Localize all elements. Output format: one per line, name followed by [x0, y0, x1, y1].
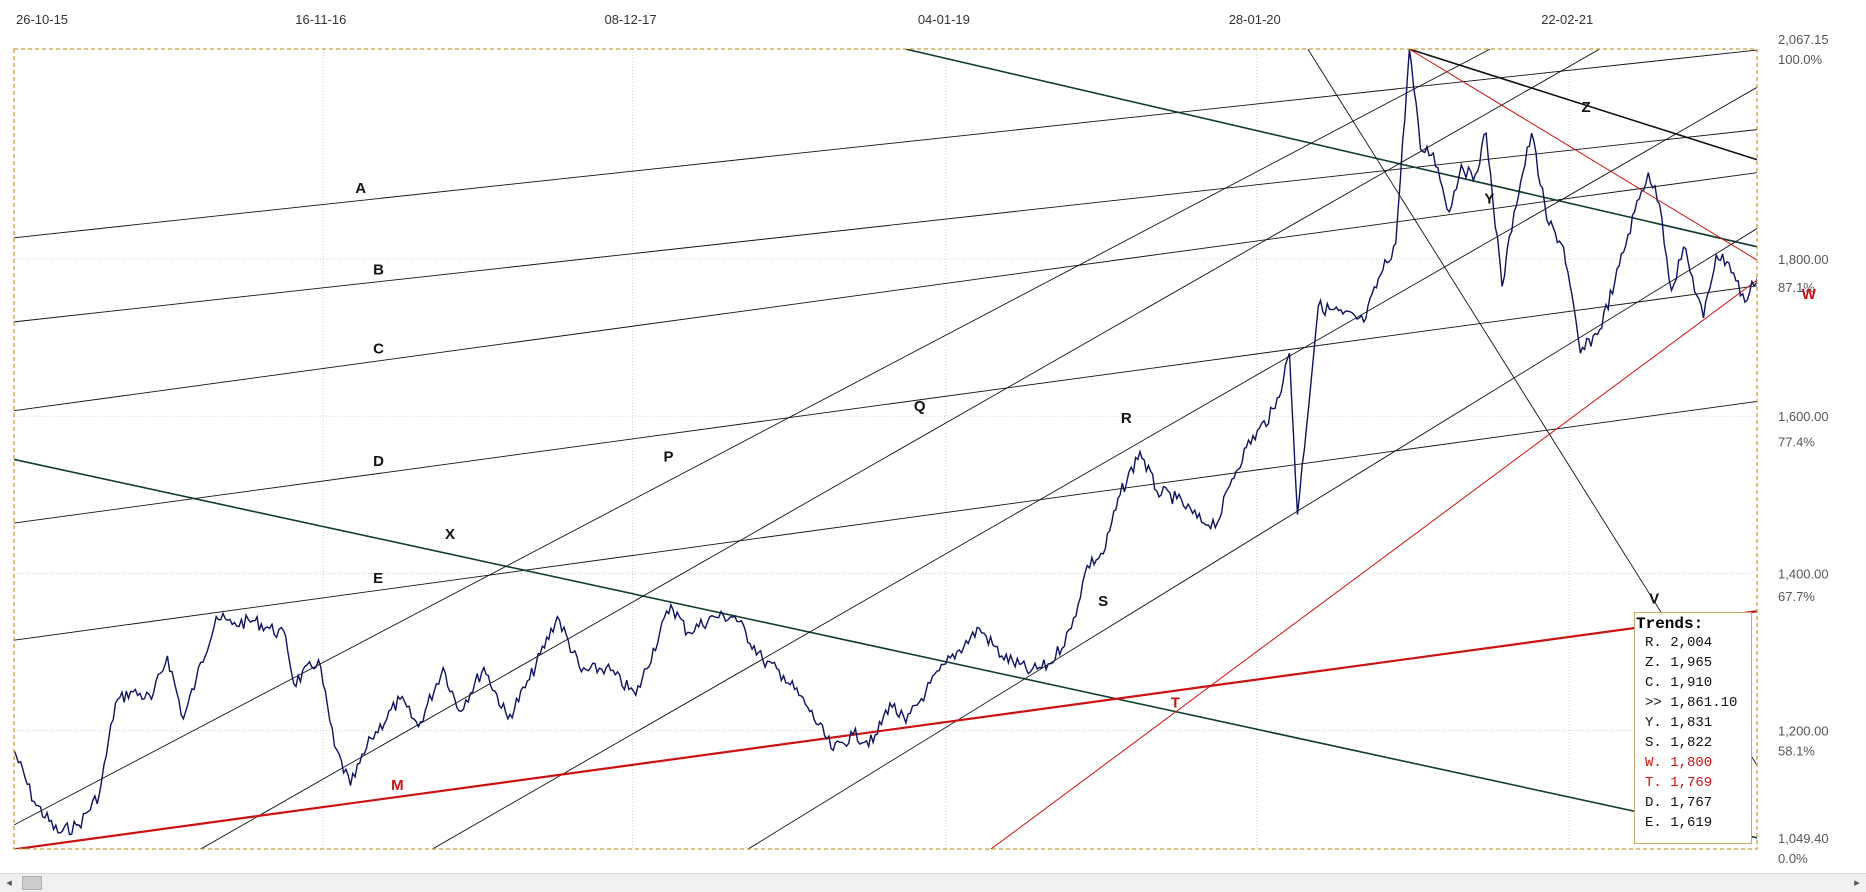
trendline-r [431, 86, 1757, 849]
trendline-labels: A B C D E X Y Z P Q R S T M W V [355, 99, 1817, 794]
trends-table: Trends: R. 2,004 Z. 1,965 C. 1,910 >> 1,861… [1634, 612, 1752, 844]
price-line [14, 49, 1757, 836]
trends-title: Trends: [1636, 615, 1704, 633]
trends-row: D. 1,767 [1645, 795, 1713, 811]
trendline-label-e: E [373, 570, 383, 587]
percent-tick-label: 0.0% [1778, 851, 1808, 866]
trendline-label-p: P [663, 449, 673, 466]
trends-rows: R. 2,004 Z. 1,965 C. 1,910 >> 1,861.10 Y. 1,… [1635, 633, 1751, 833]
trendline-z [1409, 49, 1757, 161]
trendline-e [14, 400, 1757, 641]
price-series [14, 49, 1757, 836]
x-tick-label: 16-11-16 [295, 12, 346, 27]
trendline-w [1409, 49, 1757, 261]
trendline-s [747, 228, 1757, 849]
trends-row: W. 1,800 [1645, 755, 1713, 771]
trendline-label-y: Y [1484, 190, 1494, 207]
trends-row: R. 2,004 [1645, 635, 1713, 651]
trendline-label-m: M [391, 777, 404, 794]
trendline-price-chart: 26-10-15 16-11-16 08-12-17 04-01-19 28-01-20… [13, 12, 1829, 866]
trendline-label-a: A [355, 180, 366, 197]
trendline-label-z: Z [1582, 99, 1591, 116]
grid-lines [14, 49, 1757, 849]
trendline-d [14, 285, 1757, 524]
x-tick-label: 22-02-21 [1541, 12, 1593, 27]
trendline-x [14, 458, 1757, 839]
trends-row: >> 1,861.10 [1645, 695, 1738, 711]
trendline-y [905, 49, 1757, 248]
trendline-label-c: C [373, 341, 384, 358]
price-tick-label: 1,049.40 [1778, 831, 1829, 846]
trendline-b [14, 129, 1757, 323]
x-tick-label: 26-10-15 [16, 12, 68, 27]
percent-tick-label: 100.0% [1778, 52, 1823, 67]
x-axis-ticks: 26-10-15 16-11-16 08-12-17 04-01-19 28-01-20… [16, 12, 1593, 27]
trendline-label-r: R [1121, 410, 1132, 427]
trends-row: S. 1,822 [1645, 735, 1713, 751]
x-tick-label: 28-01-20 [1229, 12, 1281, 27]
trendline-label-w: W [1802, 286, 1817, 303]
percent-tick-label: 77.4% [1778, 435, 1815, 450]
price-tick-label: 1,600.00 [1778, 409, 1829, 424]
x-tick-label: 08-12-17 [605, 12, 657, 27]
price-tick-label: 1,800.00 [1778, 252, 1829, 267]
scroll-thumb[interactable] [22, 876, 42, 890]
trends-row: Z. 1,965 [1645, 655, 1713, 671]
trendline-label-b: B [373, 261, 384, 278]
percent-tick-label: 58.1% [1778, 744, 1815, 759]
trendline-c [14, 172, 1757, 412]
trendline-label-t: T [1171, 694, 1180, 711]
trendline-label-v: V [1649, 590, 1659, 607]
arrow-left-icon[interactable]: ◂ [6, 876, 12, 889]
trendline-label-x: X [445, 526, 455, 543]
trendline-q [199, 49, 1600, 849]
trendline-p [14, 49, 1491, 826]
trendline-t [990, 279, 1757, 849]
horizontal-scrollbar[interactable]: ◂ ▸ [0, 873, 1866, 892]
trendline-label-s: S [1098, 593, 1108, 610]
trendlines [14, 49, 1757, 849]
percent-tick-label: 87.1% [1778, 280, 1815, 295]
y-axis-ticks: 2,067.15 1,800.00 1,600.00 1,400.00 1,200.00… [1778, 32, 1829, 866]
arrow-right-icon[interactable]: ▸ [1854, 876, 1860, 889]
trendline-label-d: D [373, 453, 384, 470]
trends-row: T. 1,769 [1645, 775, 1713, 791]
trendline-m [14, 610, 1757, 849]
trendline-a [14, 49, 1757, 239]
percent-tick-label: 67.7% [1778, 589, 1815, 604]
trendline-label-q: Q [914, 398, 926, 415]
price-tick-label: 1,200.00 [1778, 724, 1829, 739]
plot-frame [13, 48, 1758, 850]
x-tick-label: 04-01-19 [918, 12, 970, 27]
trends-row: E. 1,619 [1645, 815, 1713, 831]
trends-row: Y. 1,831 [1645, 715, 1713, 731]
price-tick-label: 1,400.00 [1778, 566, 1829, 581]
price-tick-label: 2,067.15 [1778, 32, 1829, 47]
trends-row: C. 1,910 [1645, 675, 1713, 691]
